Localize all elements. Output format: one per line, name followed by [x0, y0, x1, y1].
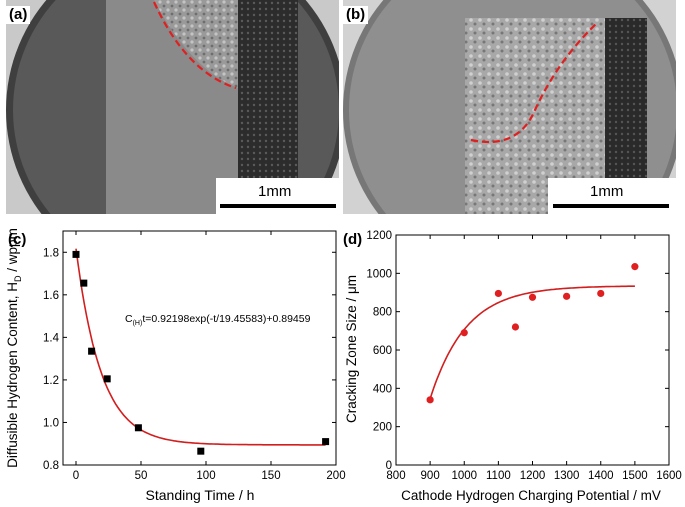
- plot-frame-c: [62, 230, 337, 466]
- chart-d-y-tick-label: 400: [373, 383, 392, 395]
- chart-d-x-tick-label: 1100: [486, 470, 511, 482]
- panel-label-c: (c): [8, 231, 26, 248]
- chart-d-y-tick-label: 800: [373, 307, 392, 319]
- chart-c-data-point: [197, 447, 205, 455]
- chart-d-x-tick-label: 1200: [520, 470, 546, 482]
- chart-c-x-tick-label: 200: [326, 470, 345, 482]
- chart-d-data-point: [563, 292, 571, 300]
- chart-d-data-point: [597, 289, 605, 298]
- chart-d-x-tick-label: 1000: [451, 470, 477, 482]
- panel-label-b: (b): [343, 6, 369, 24]
- scale-bar-a: [220, 204, 336, 208]
- fracture-boundary-b: [470, 21, 599, 144]
- scale-bar-b: [553, 204, 669, 208]
- chart-d-data-point: [528, 293, 537, 301]
- chart-d-data-point: [460, 329, 468, 337]
- y-axis-title-d: Cracking Zone Size / μm: [344, 275, 359, 423]
- chart-d-x-tick-label: 1600: [656, 470, 682, 482]
- chart-d-x-tick-label: 1500: [622, 470, 648, 482]
- plot-frame-d: [395, 234, 670, 466]
- scale-bar-label-b: 1mm: [590, 183, 624, 200]
- chart-c-y-tick-label: 1.4: [43, 332, 60, 344]
- chart-d-y-tick-label: 0: [386, 460, 392, 472]
- chart-d-data-point: [494, 289, 502, 298]
- chart-c-data-point: [72, 250, 80, 258]
- x-axis-title-c: Standing Time / h: [146, 487, 255, 503]
- chart-d-data-point: [426, 396, 434, 404]
- chart-d-x-tick-label: 1400: [588, 470, 614, 482]
- chart-c-data-point: [322, 438, 330, 446]
- chart-c-y-tick-label: 0.8: [43, 460, 59, 472]
- chart-c-fit-curve: [75, 248, 326, 446]
- chart-d-x-tick-label: 900: [421, 470, 440, 482]
- fracture-boundary-a: [152, 1, 237, 90]
- chart-d-x-tick-label: 800: [386, 470, 405, 482]
- micrograph-b-drawing: [343, 0, 676, 214]
- y-axis-title-c: Diffusible Hydrogen Content, HD / wppm: [5, 228, 23, 468]
- chart-c-x-tick-label: 0: [73, 470, 79, 482]
- annotation-c: C(H)t=0.92198exp(-t/19.45583)+0.89459: [125, 313, 311, 327]
- chart-d-y-tick-label: 1000: [366, 268, 392, 280]
- chart-c-data-point: [103, 375, 111, 383]
- chart-d-fit-curve: [429, 285, 635, 400]
- micrograph-b: [343, 0, 676, 214]
- chart-c-x-tick-label: 50: [135, 470, 148, 482]
- panel-label-d: (d): [343, 231, 362, 248]
- scale-bar-label-a: 1mm: [258, 183, 292, 200]
- micrograph-a-drawing: [6, 0, 339, 214]
- chart-d-data-point: [631, 263, 639, 271]
- x-axis-title-d: Cathode Hydrogen Charging Potential / mV: [401, 488, 661, 503]
- chart-c-x-tick-label: 100: [196, 470, 215, 482]
- chart-c-data-point: [134, 424, 142, 432]
- chart-d-x-tick-label: 1300: [554, 470, 580, 482]
- chart-c-y-tick-label: 1.8: [43, 247, 59, 259]
- chart-d-y-tick-label: 1200: [366, 230, 392, 242]
- chart-c-data-point: [88, 347, 96, 355]
- chart-d-y-tick-label: 200: [373, 422, 392, 434]
- chart-c-y-tick-label: 1.0: [43, 417, 59, 429]
- chart-c-data-point: [80, 279, 88, 287]
- chart-c-y-tick-label: 1.2: [43, 375, 59, 387]
- chart-d-y-tick-label: 600: [373, 345, 392, 357]
- chart-d-data-point: [511, 323, 520, 331]
- panel-label-a: (a): [6, 6, 31, 24]
- chart-c-y-tick-label: 1.6: [43, 290, 59, 302]
- micrograph-a: [6, 0, 339, 214]
- chart-c-x-tick-label: 150: [261, 470, 280, 482]
